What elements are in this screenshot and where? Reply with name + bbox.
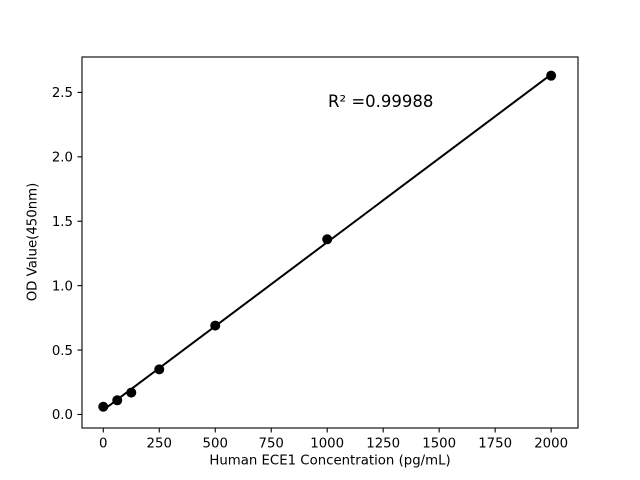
y-tick-label: 2.5 — [52, 86, 73, 101]
x-tick-label: 0 — [99, 437, 107, 452]
y-tick-label: 1.5 — [52, 215, 73, 230]
data-point — [210, 320, 221, 331]
data-point — [154, 364, 165, 375]
data-point — [126, 387, 137, 398]
y-tick-label: 1.0 — [52, 279, 73, 294]
x-tick-label: 500 — [203, 437, 228, 452]
x-tick-label: 1500 — [422, 437, 456, 452]
data-point — [322, 234, 333, 245]
y-tick-label: 0.0 — [52, 408, 73, 423]
x-axis-label: Human ECE1 Concentration (pg/mL) — [209, 453, 451, 469]
plot-frame — [81, 56, 579, 429]
x-tick-label: 250 — [147, 437, 172, 452]
data-point — [112, 395, 123, 406]
x-tick-label: 1000 — [310, 437, 344, 452]
y-tick-label: 0.5 — [52, 344, 73, 359]
y-tick-label: 2.0 — [52, 151, 73, 166]
x-tick-label: 1250 — [366, 437, 400, 452]
data-point — [98, 401, 109, 412]
x-tick-label: 750 — [259, 437, 284, 452]
x-tick-label: 2000 — [534, 437, 568, 452]
r-squared-annotation: R² =0.99988 — [328, 92, 434, 111]
x-tick-label: 1750 — [478, 437, 512, 452]
data-point — [546, 70, 557, 81]
y-axis-label: OD Value(450nm) — [25, 182, 41, 302]
